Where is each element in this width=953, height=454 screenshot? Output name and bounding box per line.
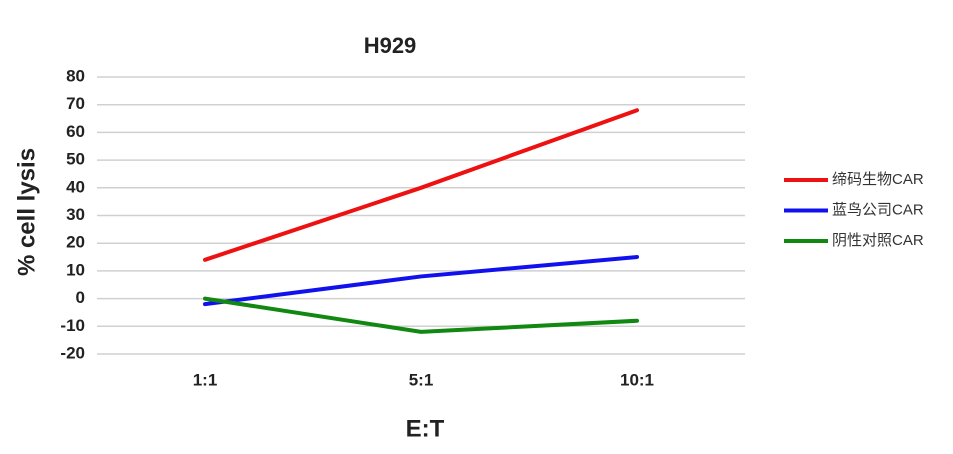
legend-label: 阴性对照CAR xyxy=(832,232,924,249)
y-axis-label: % cell lysis xyxy=(13,148,40,276)
y-tick-label: 20 xyxy=(66,233,85,252)
data-line xyxy=(203,108,639,262)
x-axis-label: E:T xyxy=(406,415,445,442)
y-tick-label: -10 xyxy=(60,316,85,335)
y-tick-label: -20 xyxy=(60,343,85,362)
y-tick-label: 60 xyxy=(66,122,85,141)
y-tick-label: 70 xyxy=(66,94,85,113)
legend-label: 缔码生物CAR xyxy=(832,171,924,188)
y-tick-label: 40 xyxy=(66,177,85,196)
y-tick-label: 30 xyxy=(66,205,85,224)
y-tick-label: 0 xyxy=(76,288,85,307)
x-tick-label: 5:1 xyxy=(409,370,434,389)
x-tick-label: 10:1 xyxy=(620,370,654,389)
y-tick-label: 10 xyxy=(66,260,85,279)
y-tick-label: 50 xyxy=(66,150,85,169)
y-tick-label: 80 xyxy=(66,66,85,85)
data-line xyxy=(203,296,639,334)
x-tick-label: 1:1 xyxy=(193,370,218,389)
chart-title: H929 xyxy=(364,33,417,58)
data-line xyxy=(203,255,639,307)
legend-label: 蓝鸟公司CAR xyxy=(832,201,924,218)
